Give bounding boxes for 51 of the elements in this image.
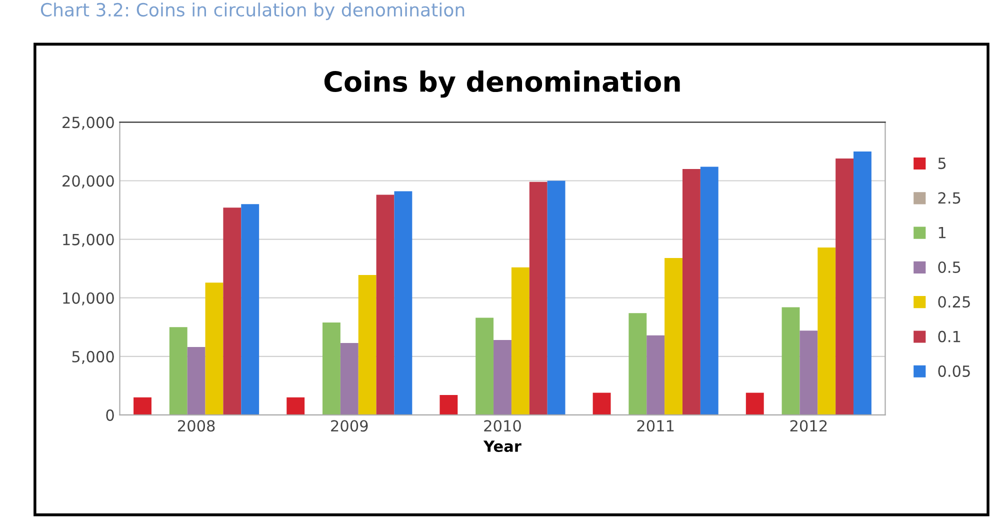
bar (494, 340, 512, 415)
x-tick-label: 2011 (637, 420, 674, 432)
bar (340, 342, 358, 415)
bar (358, 275, 376, 415)
y-tick-label: 10,000 (63, 292, 114, 306)
bar (394, 191, 412, 415)
bar (628, 313, 647, 415)
bar (476, 318, 494, 415)
y-tick-label: 0 (106, 409, 114, 421)
bar (134, 397, 152, 415)
caption: Chart 3.2: Coins in circulation by denomination (40, 2, 464, 20)
bar (646, 335, 665, 415)
y-tick-label: 20,000 (62, 175, 114, 188)
bar (205, 282, 224, 415)
chart-title: Coins by denomination (324, 70, 680, 98)
bar (223, 208, 242, 415)
bar (322, 322, 340, 415)
bar (511, 267, 530, 415)
y-tick-label: 25,000 (62, 116, 114, 130)
x-tick-label: 2012 (790, 420, 827, 432)
x-tick-label: 2008 (178, 420, 215, 432)
legend-label: 0.25 (938, 296, 970, 308)
bar (836, 158, 854, 415)
bar (854, 151, 872, 415)
legend-label: 0.05 (938, 365, 970, 377)
bar (800, 330, 818, 415)
bar (782, 307, 800, 415)
x-tick-label: 2009 (331, 420, 368, 432)
bar (376, 194, 394, 415)
y-tick-label: 15,000 (63, 234, 114, 247)
legend-label: 1 (938, 227, 946, 238)
bar (682, 169, 700, 415)
bar (169, 327, 188, 415)
legend-label: 5 (938, 158, 946, 170)
legend-label: 0.1 (938, 330, 960, 342)
bar (746, 392, 764, 415)
bar (529, 182, 548, 415)
x-tick-label: 2010 (484, 420, 521, 432)
legend-label: 0.5 (938, 261, 960, 274)
bar (700, 166, 718, 415)
bar (818, 248, 836, 415)
y-tick-label: 5,000 (72, 350, 114, 364)
bar (187, 347, 206, 415)
bar (241, 204, 260, 415)
x-axis-title: Year (483, 440, 522, 452)
bar (592, 392, 611, 415)
bar (664, 258, 682, 415)
bar (440, 395, 458, 415)
legend-label: 2.5 (938, 192, 960, 204)
bar (286, 397, 305, 415)
bar (547, 180, 566, 415)
